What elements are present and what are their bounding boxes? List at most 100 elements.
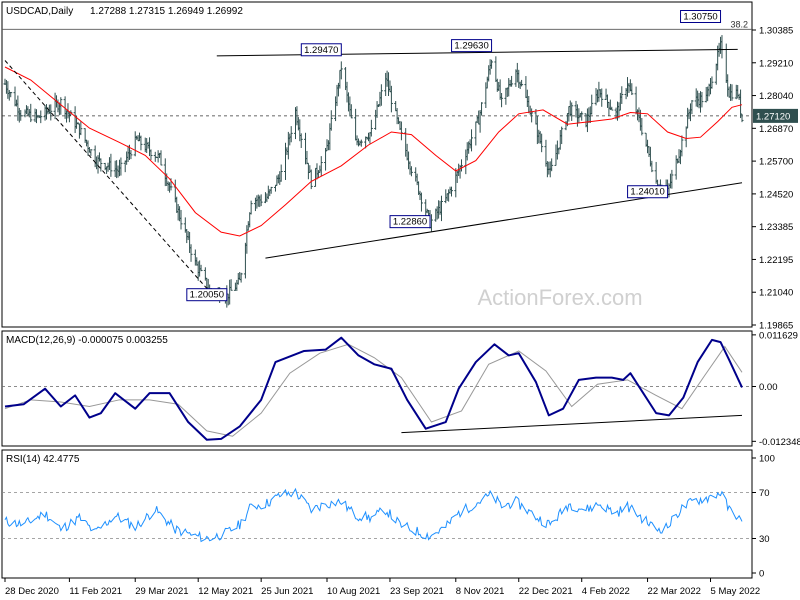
ohlc-bar — [29, 103, 33, 123]
price-y-tick-label: 1.19865 — [759, 321, 793, 332]
x-tick-label: 12 May 2021 — [198, 586, 253, 597]
current-price-label: 1.27120 — [756, 111, 790, 122]
price-y-tick-label: 1.24520 — [759, 189, 793, 200]
ohlc-bar — [129, 150, 133, 160]
ohlc-bar — [610, 106, 614, 111]
ohlc-bar — [640, 117, 644, 136]
ohlc-bar — [339, 61, 343, 80]
price-ohlc-readout: 1.27288 1.27315 1.26949 1.26992 — [90, 6, 243, 17]
price-annotation-box — [186, 288, 228, 302]
ohlc-bar — [189, 244, 193, 262]
price-y-tick-label: 1.21040 — [759, 288, 793, 299]
ohlc-bar — [149, 149, 153, 160]
rsi-panel: 100 70 30 0 RSI(14) 42.4775 — [1, 449, 775, 580]
price-panel-frame — [1, 1, 753, 328]
rsi-line — [4, 487, 743, 543]
ohlc-bar — [59, 97, 63, 115]
macd-y-tick-label: -0.012348 — [759, 437, 800, 448]
price-annotation: 1.30750 — [680, 10, 722, 23]
ohlc-bar — [269, 186, 273, 194]
ohlc-bar — [79, 121, 83, 136]
price-y-tick-label: 1.26870 — [759, 124, 793, 135]
price-y-tick-label: 1.30385 — [759, 26, 793, 37]
x-tick-label: 4 Feb 2022 — [582, 586, 630, 597]
ohlc-bar — [369, 119, 373, 137]
ohlc-bar — [359, 139, 363, 147]
ohlc-bar — [9, 91, 13, 98]
rsi-y-tick-label: 30 — [759, 534, 770, 545]
ohlc-bar — [309, 169, 313, 190]
macd-line — [4, 336, 743, 441]
macd-y-tick-label: 0.00 — [759, 382, 778, 393]
macd-panel-title: MACD(12,26,9) -0.000075 0.003255 — [6, 335, 168, 346]
moving-average-line — [4, 66, 743, 237]
rsi-y-tick-label: 100 — [759, 454, 775, 465]
ohlc-bar — [510, 75, 514, 87]
ohlc-bar — [580, 111, 584, 121]
x-tick-label: 23 Sep 2021 — [390, 586, 444, 597]
ohlc-bar — [730, 84, 734, 101]
price-y-tick-label: 1.23385 — [759, 222, 793, 233]
x-tick-label: 11 Feb 2021 — [69, 586, 122, 597]
rsi-panel-title: RSI(14) 42.4775 — [6, 454, 80, 465]
rsi-y-tick-label: 0 — [759, 569, 764, 580]
current-price-marker: 1.27120 — [753, 108, 798, 123]
price-annotation: 1.29470 — [300, 43, 342, 57]
ohlc-bar — [550, 158, 554, 172]
ohlc-bar — [329, 110, 333, 131]
rsi-y-tick-label: 70 — [759, 488, 770, 499]
trendline — [4, 60, 218, 301]
ohlc-bar — [530, 108, 534, 123]
macd-layer: 0.011629 0.00 -0.012348 — [2, 330, 800, 448]
price-annotation-box — [300, 43, 342, 57]
price-annotation-label: 1.22860 — [393, 217, 427, 228]
ohlc-bar — [419, 192, 423, 212]
ohlc-bar — [299, 133, 303, 148]
x-tick-label: 8 Nov 2021 — [456, 586, 505, 597]
ohlc-bar — [49, 104, 53, 121]
ohlc-bar — [279, 164, 283, 182]
price-panel: ActionForex.com 38.2 1.30750 1.29470 1.2963… — [1, 1, 798, 332]
ohlc-bar — [570, 102, 574, 121]
price-annotation-label: 1.29470 — [304, 45, 338, 56]
ohlc-bar — [139, 135, 143, 151]
price-annotation-label: 1.30750 — [683, 12, 717, 23]
x-tick-label: 29 Mar 2021 — [135, 586, 188, 597]
ohlc-bar — [179, 209, 183, 230]
ohlc-bar — [159, 150, 163, 166]
ohlc-bar — [349, 104, 353, 119]
ohlc-bar — [19, 110, 23, 121]
current-price-marker-box — [753, 108, 798, 123]
ohlc-bar — [460, 159, 464, 172]
fib-382-label: 38.2 — [730, 19, 748, 29]
ohlc-bar — [620, 86, 624, 104]
x-tick-label: 22 Mar 2022 — [648, 586, 701, 597]
macd-panel: 0.011629 0.00 -0.012348 MACD(12,26,9) -0.0… — [1, 330, 800, 448]
ohlc-bar — [540, 133, 544, 153]
x-tick-label: 22 Dec 2021 — [519, 586, 573, 597]
macd-y-tick-label: 0.011629 — [759, 330, 798, 341]
ohlc-bar — [520, 79, 524, 87]
ohlc-bar — [39, 110, 43, 124]
ohlc-bar — [690, 100, 694, 115]
ohlc-bar — [239, 272, 243, 283]
ohlc-bar — [670, 169, 674, 189]
macd-trendline — [401, 414, 743, 434]
rsi-panel-frame — [1, 449, 753, 579]
ohlc-bar — [590, 94, 594, 115]
x-axis: 28 Dec 2020 11 Feb 2021 29 Mar 2021 12 May … — [4, 578, 761, 597]
ohlc-bar — [229, 279, 233, 291]
x-tick-label: 10 Aug 2021 — [327, 586, 380, 597]
x-tick-label: 5 May 2022 — [711, 586, 761, 597]
ohlc-bar — [490, 59, 494, 69]
ohlc-bar — [470, 129, 474, 152]
ohlc-bar — [109, 153, 113, 177]
ohlc-bar — [379, 84, 383, 106]
price-annotation-box — [680, 10, 722, 23]
ohlc-bar — [319, 156, 323, 177]
ohlc-bar — [650, 160, 654, 173]
ohlc-bar — [119, 157, 123, 176]
ohlc-bar — [600, 88, 604, 107]
ohlc-bar — [700, 91, 704, 108]
